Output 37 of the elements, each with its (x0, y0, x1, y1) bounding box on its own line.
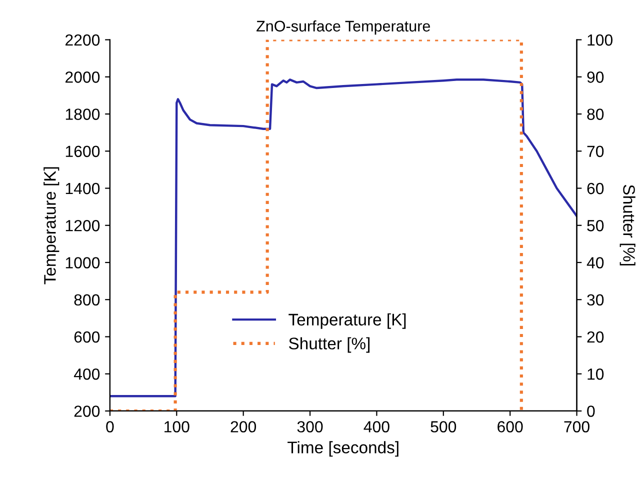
y-tick-label: 600 (74, 331, 100, 343)
y2-tick-label: 50 (587, 220, 604, 232)
legend-label: Shutter [%] (289, 337, 370, 353)
y-tick-label: 2200 (66, 34, 100, 46)
y2-tick-label: 10 (588, 368, 604, 380)
y-tick-label: 200 (74, 406, 100, 417)
y2-tick-label: 20 (587, 331, 604, 343)
x-tick-label: 400 (364, 421, 390, 432)
y-tick-label: 1000 (66, 257, 100, 268)
x-tick-label: 700 (564, 421, 590, 432)
y-tick-label: 2000 (66, 72, 100, 83)
y2-tick-label: 40 (586, 257, 604, 268)
y2-tick-label: 70 (587, 146, 604, 158)
y2-tick-label: 80 (587, 108, 604, 120)
y2-tick-label: 90 (587, 72, 604, 83)
x-tick-label: 200 (230, 421, 256, 432)
x-tick-label: 600 (498, 421, 523, 432)
y-tick-label: 1200 (66, 220, 100, 232)
y-tick-label: 1800 (66, 108, 100, 120)
y2-axis-title: Shutter [%] (620, 184, 636, 266)
y2-tick-label: 30 (587, 294, 604, 306)
y2-tick-label: 100 (588, 34, 613, 46)
x-tick-label: 0 (106, 421, 114, 432)
y2-tick-label: 60 (587, 182, 604, 194)
y-tick-label: 400 (74, 368, 100, 380)
chart-title: ZnO-surface Temperature (256, 20, 430, 35)
y-tick-label: 800 (74, 294, 100, 306)
y-tick-label: 1400 (66, 182, 100, 194)
x-axis-title: Time [seconds] (288, 441, 398, 457)
y2-tick-label: 0 (587, 406, 595, 417)
x-tick-label: 100 (164, 421, 190, 432)
x-tick-label: 500 (430, 421, 456, 432)
y-tick-label: 1600 (66, 146, 100, 158)
line-series (110, 78, 577, 398)
x-tick-label: 300 (297, 421, 323, 432)
legend-label: Temperature [K] (288, 313, 406, 329)
y-axis-title: Temperature [K] (44, 167, 60, 284)
